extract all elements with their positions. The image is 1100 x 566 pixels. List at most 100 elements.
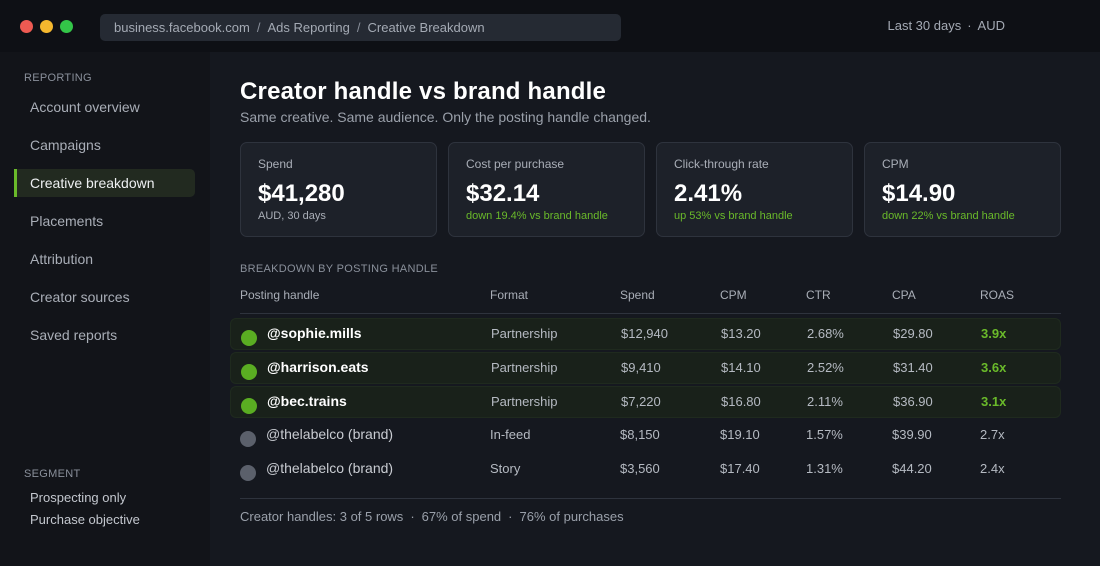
kpi-value: $14.90: [882, 180, 956, 207]
footer-spend-share: 67% of spend: [421, 509, 502, 524]
date-range-label: Last 30 days: [887, 18, 962, 33]
cell-spend: $8,150: [620, 427, 660, 442]
cell-format: Partnership: [491, 326, 558, 341]
cell-cpm: $16.80: [721, 394, 761, 409]
maximize-window-button[interactable]: [60, 20, 73, 33]
sidebar-item-account-overview[interactable]: Account overview: [30, 99, 140, 115]
table-row[interactable]: @harrison.eats Partnership $9,410 $14.10…: [230, 352, 1061, 384]
cell-handle: @harrison.eats: [267, 359, 369, 375]
table-row[interactable]: @sophie.mills Partnership $12,940 $13.20…: [230, 318, 1061, 350]
cell-ctr: 1.31%: [806, 461, 843, 476]
table-footer-summary: Creator handles: 3 of 5 rows · 67% of spen…: [240, 509, 624, 524]
cell-format: In-feed: [490, 427, 531, 442]
cell-cpm: $17.40: [720, 461, 760, 476]
kpi-card-click-through-rate: Click-through rate 2.41% up 53% vs brand…: [656, 142, 853, 237]
sidebar-item-campaigns[interactable]: Campaigns: [30, 137, 101, 153]
table-row[interactable]: @thelabelco (brand) In-feed $8,150 $19.1…: [230, 420, 1061, 452]
cell-handle: @thelabelco (brand): [266, 426, 394, 442]
segment-purchase-objective[interactable]: Purchase objective: [30, 512, 140, 527]
cell-spend: $3,560: [620, 461, 660, 476]
cell-handle: @sophie.mills: [267, 325, 362, 341]
cell-roas: 2.7x: [980, 427, 1005, 442]
kpi-card-cost-per-purchase: Cost per purchase $32.14 down 19.4% vs b…: [448, 142, 645, 237]
column-header-ctr[interactable]: CTR: [806, 288, 831, 302]
sidebar-item-creator-sources[interactable]: Creator sources: [30, 289, 130, 305]
kpi-note: AUD, 30 days: [258, 210, 326, 222]
kpi-label: Spend: [258, 157, 293, 171]
creator-status-dot-icon: [241, 330, 257, 346]
currency-label: AUD: [977, 18, 1005, 33]
column-header-roas[interactable]: ROAS: [980, 288, 1015, 302]
cell-handle: @bec.trains: [267, 393, 347, 409]
cell-cpa: $31.40: [893, 360, 933, 375]
column-header-posting-handle[interactable]: Posting handle: [240, 288, 320, 302]
cell-spend: $9,410: [621, 360, 661, 375]
kpi-label: Click-through rate: [674, 157, 769, 171]
cell-cpm: $14.10: [721, 360, 761, 375]
kpi-delta: down 19.4% vs brand handle: [466, 210, 608, 222]
sidebar-section-segment: SEGMENT: [24, 468, 81, 480]
kpi-delta: down 22% vs brand handle: [882, 210, 1015, 222]
column-header-format[interactable]: Format: [490, 288, 529, 302]
cell-cpa: $36.90: [893, 394, 933, 409]
cell-roas: 3.1x: [981, 394, 1007, 409]
table-row[interactable]: @bec.trains Partnership $7,220 $16.80 2.…: [230, 386, 1061, 418]
cell-ctr: 1.57%: [806, 427, 843, 442]
sidebar-item-saved-reports[interactable]: Saved reports: [30, 327, 118, 343]
kpi-value: $41,280: [258, 180, 345, 207]
main-content: Creator handle vs brand handle Same crea…: [210, 52, 1100, 566]
separator-dot-icon: ·: [508, 509, 513, 524]
cell-cpa: $39.90: [892, 427, 932, 442]
sidebar-item-placements[interactable]: Placements: [30, 213, 104, 229]
footer-purchase-share: 76% of purchases: [519, 509, 624, 524]
cell-format: Partnership: [491, 394, 558, 409]
breadcrumb-separator-icon: /: [256, 20, 261, 35]
sidebar-section-reporting: REPORTING: [24, 72, 92, 84]
cell-format: Partnership: [491, 360, 558, 375]
kpi-value: $32.14: [466, 180, 540, 207]
segment-prospecting-only[interactable]: Prospecting only: [30, 490, 127, 505]
cell-spend: $7,220: [621, 394, 661, 409]
sidebar-item-creative-breakdown[interactable]: Creative breakdown: [14, 169, 195, 197]
window-titlebar: business.facebook.com / Ads Reporting / Crea…: [0, 0, 1100, 52]
cell-ctr: 2.11%: [807, 394, 843, 409]
table-section-label: BREAKDOWN BY POSTING HANDLE: [240, 263, 438, 275]
date-range-selector[interactable]: Last 30 days · AUD: [887, 18, 1005, 33]
separator-dot-icon: ·: [410, 509, 415, 524]
minimize-window-button[interactable]: [40, 20, 53, 33]
address-bar[interactable]: business.facebook.com / Ads Reporting / Crea…: [100, 14, 621, 41]
cell-cpm: $19.10: [720, 427, 760, 442]
brand-status-dot-icon: [240, 465, 256, 481]
footer-creator-rows: Creator handles: 3 of 5 rows: [240, 509, 404, 524]
cell-cpm: $13.20: [721, 326, 761, 341]
cell-roas: 2.4x: [980, 461, 1005, 476]
kpi-value: 2.41%: [674, 180, 743, 207]
creator-status-dot-icon: [241, 364, 257, 380]
cell-cpa: $44.20: [892, 461, 932, 476]
column-header-cpm[interactable]: CPM: [720, 288, 747, 302]
column-header-spend[interactable]: Spend: [620, 288, 655, 302]
kpi-card-spend: Spend $41,280 AUD, 30 days: [240, 142, 437, 237]
breadcrumb-ads-reporting[interactable]: Ads Reporting: [267, 20, 350, 35]
creator-status-dot-icon: [241, 398, 257, 414]
cell-cpa: $29.80: [893, 326, 933, 341]
cell-spend: $12,940: [621, 326, 668, 341]
sidebar-item-attribution[interactable]: Attribution: [30, 251, 94, 267]
breadcrumb-separator-icon: /: [356, 20, 361, 35]
column-header-cpa[interactable]: CPA: [892, 288, 916, 302]
table-row[interactable]: @thelabelco (brand) Story $3,560 $17.40 …: [230, 454, 1061, 486]
kpi-label: Cost per purchase: [466, 157, 565, 171]
cell-ctr: 2.52%: [807, 360, 844, 375]
separator-dot-icon: ·: [967, 18, 972, 33]
cell-roas: 3.6x: [981, 360, 1007, 375]
cell-roas: 3.9x: [981, 326, 1007, 341]
close-window-button[interactable]: [20, 20, 33, 33]
kpi-delta: up 53% vs brand handle: [674, 210, 793, 222]
cell-ctr: 2.68%: [807, 326, 844, 341]
cell-handle: @thelabelco (brand): [266, 460, 394, 476]
page-subtitle: Same creative. Same audience. Only the p…: [240, 109, 651, 125]
url-domain: business.facebook.com: [114, 20, 250, 35]
breadcrumb-creative-breakdown[interactable]: Creative Breakdown: [367, 20, 485, 35]
kpi-label: CPM: [882, 157, 909, 171]
table-header: Posting handle Format Spend CPM CTR CPA …: [240, 286, 1061, 314]
